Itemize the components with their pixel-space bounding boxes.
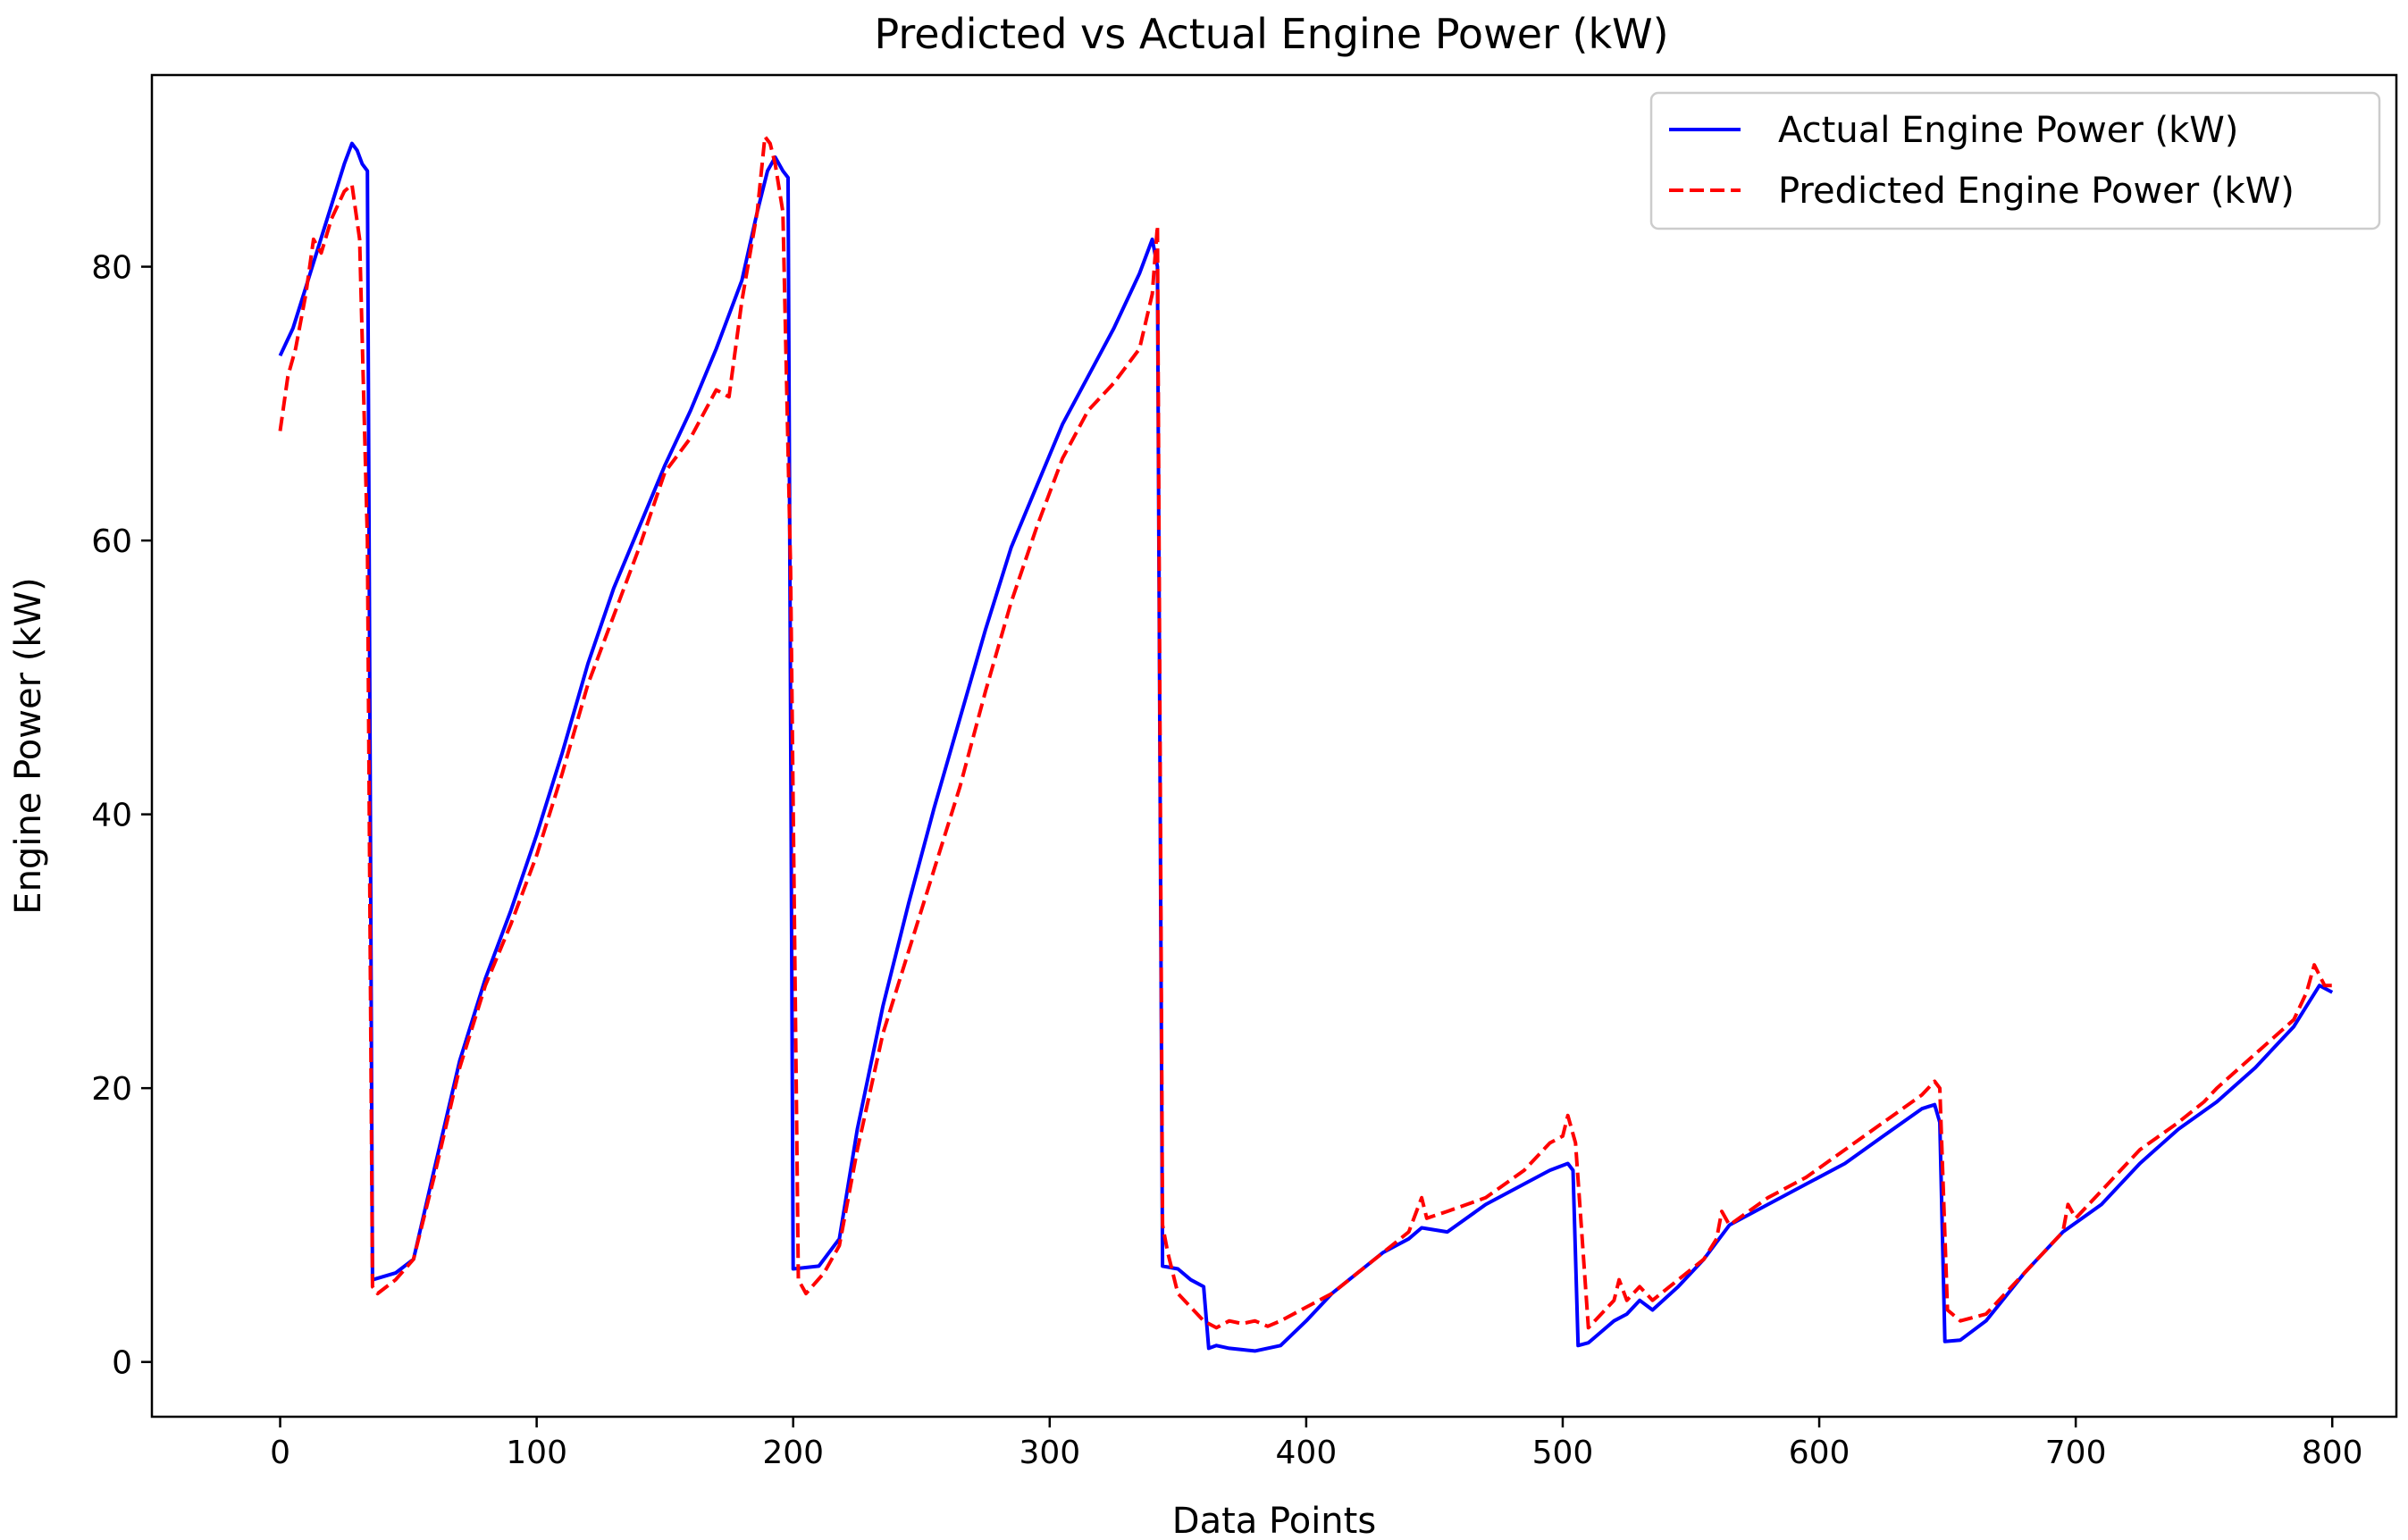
x-tick-label: 400 xyxy=(1276,1435,1338,1471)
plot-area xyxy=(150,73,2398,1419)
x-tick-label: 600 xyxy=(1789,1435,1850,1471)
y-tick-label: 80 xyxy=(91,250,132,287)
x-tick-label: 0 xyxy=(270,1435,290,1471)
y-tick-label: 0 xyxy=(112,1345,132,1382)
plot-frame xyxy=(150,73,2398,1419)
legend: Actual Engine Power (kW) Predicted Engin… xyxy=(1649,91,2381,230)
legend-label-actual: Actual Engine Power (kW) xyxy=(1778,110,2238,151)
y-tick-label: 60 xyxy=(91,523,132,560)
x-tick-label: 200 xyxy=(762,1435,824,1471)
series-layer xyxy=(278,135,2334,1353)
x-axis-title: Data Points xyxy=(1172,1501,1376,1540)
chart-title: Predicted vs Actual Engine Power (kW) xyxy=(874,10,1668,58)
x-tick-label: 500 xyxy=(1532,1435,1594,1471)
x-tick-label: 700 xyxy=(2045,1435,2107,1471)
legend-label-predicted: Predicted Engine Power (kW) xyxy=(1778,171,2295,212)
series-line-actual xyxy=(278,141,2334,1353)
y-axis-title: Engine Power (kW) xyxy=(8,577,49,914)
x-axis: 0 100 200 300 400 500 600 700 800 xyxy=(270,1417,2363,1471)
x-tick-label: 800 xyxy=(2302,1435,2363,1471)
x-tick-label: 300 xyxy=(1019,1435,1080,1471)
y-tick-label: 20 xyxy=(91,1071,132,1108)
series-line-predicted xyxy=(278,135,2333,1330)
y-axis: 0 20 40 60 80 xyxy=(91,250,152,1382)
legend-box xyxy=(1649,91,2381,230)
y-tick-label: 40 xyxy=(91,798,132,834)
x-tick-label: 100 xyxy=(506,1435,567,1471)
